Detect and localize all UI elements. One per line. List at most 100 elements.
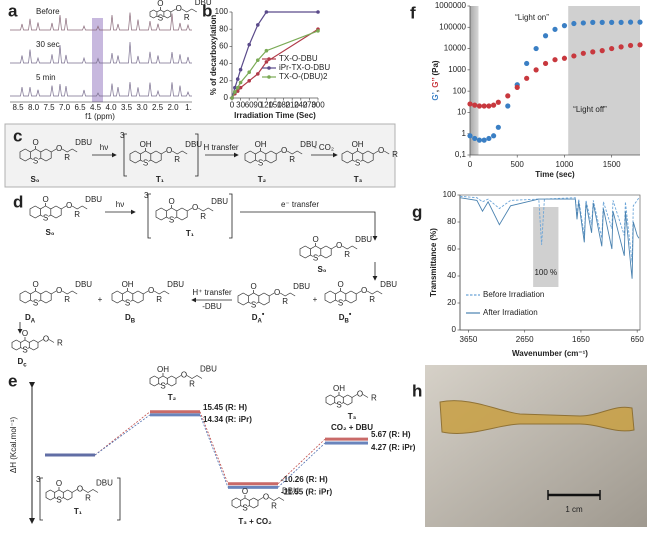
value-label: 14.34 (R: iPr)	[203, 415, 252, 424]
atom-label: S	[160, 382, 165, 391]
x-tick-label: 90	[253, 101, 262, 110]
level	[325, 437, 368, 441]
x-tick-label: 6.5	[74, 103, 86, 112]
x-tick-label: 4.5	[90, 103, 102, 112]
state-label-sub: B	[344, 318, 349, 324]
bond	[60, 205, 67, 210]
marker	[247, 79, 251, 83]
atom-bg	[32, 299, 39, 307]
atom-bg	[32, 157, 39, 165]
bond	[181, 8, 197, 13]
atom-label: O	[312, 235, 318, 244]
atom-label: S	[125, 299, 130, 308]
y-tick-label: 1000	[448, 65, 466, 74]
connector	[94, 411, 151, 456]
panel-letter: g	[412, 202, 422, 221]
atom-label: O	[192, 203, 198, 212]
y-tick-label: 1000000	[435, 1, 467, 10]
bond	[175, 375, 182, 379]
atom-label: S	[56, 496, 61, 505]
panel-letter: h	[412, 381, 422, 400]
bond	[71, 489, 78, 493]
x-tick-label: 0	[468, 160, 473, 169]
atom-label: DBU	[211, 197, 228, 206]
point	[533, 67, 539, 73]
marker	[233, 90, 237, 94]
point	[561, 23, 568, 29]
y-tick-label: 10	[457, 108, 466, 117]
atom-bg	[337, 299, 344, 307]
bond	[186, 207, 193, 212]
x-tick-label: 7.5	[43, 103, 55, 112]
value-label: 15.45 (R: H)	[203, 403, 247, 412]
level	[150, 410, 200, 414]
atom-label: S	[143, 159, 148, 168]
bond	[372, 150, 379, 155]
atom-label: S	[258, 159, 263, 168]
state-label: S₀	[46, 228, 55, 237]
state-label: DB	[125, 313, 136, 324]
atom-label: O	[337, 280, 343, 289]
point	[524, 75, 530, 81]
step-label: e⁻ transfer	[281, 200, 319, 209]
panel-letter: d	[13, 192, 23, 211]
step-label: -DBU	[202, 302, 222, 311]
atom-label: R	[156, 295, 162, 304]
atom-label: R	[200, 212, 206, 221]
bond	[286, 150, 303, 155]
atom-label: DBU	[282, 487, 299, 496]
atom-label: O	[361, 286, 367, 295]
point	[599, 19, 605, 25]
shaded-region	[470, 6, 479, 155]
atom-label: S	[22, 346, 27, 355]
atom-label: DBU	[75, 280, 92, 289]
y-axis-label-part: G’’	[431, 78, 440, 88]
marker	[247, 70, 251, 74]
point	[467, 133, 473, 139]
legend-label: iPr-TX-O-DBU	[279, 63, 330, 72]
atom-bg	[142, 159, 149, 167]
legend-marker	[267, 75, 271, 79]
point	[491, 133, 497, 139]
bond	[171, 150, 188, 155]
bond	[50, 148, 57, 153]
atom-bg	[336, 402, 342, 408]
atom-bg	[257, 159, 264, 167]
x-tick-label: 4.0	[105, 103, 117, 112]
atom-bg	[168, 216, 175, 224]
point	[542, 60, 549, 67]
state-label: DA•	[252, 311, 265, 324]
x-axis-label: Irradiation Time (Sec)	[234, 111, 316, 120]
atom-label: R	[57, 339, 63, 348]
x-tick-label: 3.0	[136, 103, 148, 112]
atom-label: O	[242, 487, 248, 496]
bond	[160, 150, 167, 155]
step-label: hν	[100, 143, 108, 152]
y-tick-label: 40	[447, 271, 456, 280]
point	[580, 20, 586, 26]
bond	[268, 292, 275, 297]
spectrum	[10, 81, 192, 97]
category-label: T₂	[168, 393, 177, 402]
scale-label: 1 cm	[565, 505, 583, 514]
spectrum-label: 5 min	[36, 73, 56, 82]
atom-label: O	[32, 138, 38, 147]
marker	[247, 42, 251, 47]
atom-label: R	[64, 295, 70, 304]
atom-label: O	[22, 329, 28, 338]
bracket	[39, 477, 43, 521]
atom-bg	[160, 383, 166, 389]
marker	[233, 85, 237, 90]
atom-label: O	[56, 144, 62, 153]
plus: +	[313, 295, 318, 304]
spectrum-label: 30 sec	[36, 40, 60, 49]
atom-label: O	[263, 493, 269, 502]
atom-bg	[56, 497, 62, 503]
marker	[316, 29, 320, 33]
atom-label: DBU	[355, 235, 372, 244]
y-tick-label: 20	[447, 298, 456, 307]
legend-marker	[267, 57, 271, 61]
bracket	[117, 477, 121, 521]
bond	[48, 339, 55, 343]
bond	[186, 375, 203, 379]
